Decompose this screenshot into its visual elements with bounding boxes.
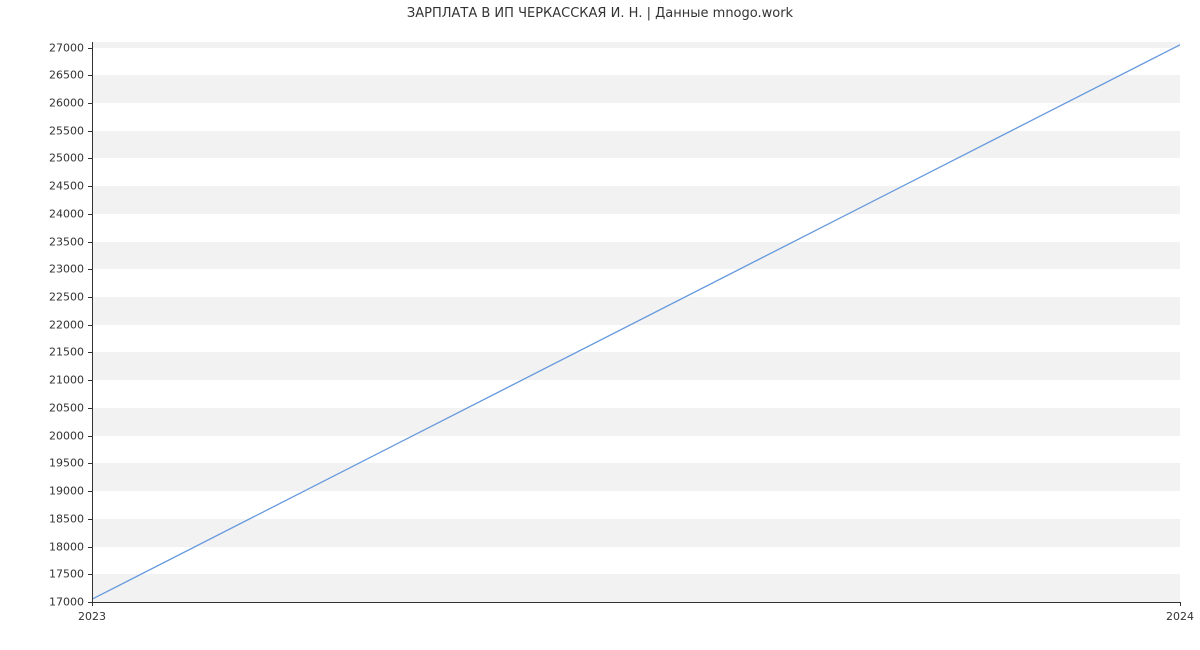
y-tick-mark	[88, 519, 92, 520]
y-tick-mark	[88, 436, 92, 437]
y-tick-mark	[88, 491, 92, 492]
x-tick-mark	[92, 602, 93, 606]
y-tick-label: 19500	[8, 457, 84, 470]
y-tick-label: 23500	[8, 235, 84, 248]
y-tick-mark	[88, 463, 92, 464]
y-tick-mark	[88, 547, 92, 548]
y-tick-label: 18000	[8, 540, 84, 553]
y-tick-mark	[88, 408, 92, 409]
salary-line-chart: ЗАРПЛАТА В ИП ЧЕРКАССКАЯ И. Н. | Данные …	[0, 0, 1200, 650]
y-tick-mark	[88, 186, 92, 187]
y-tick-mark	[88, 269, 92, 270]
chart-title: ЗАРПЛАТА В ИП ЧЕРКАССКАЯ И. Н. | Данные …	[0, 6, 1200, 21]
y-tick-mark	[88, 242, 92, 243]
y-tick-label: 17500	[8, 568, 84, 581]
x-axis-line	[92, 602, 1180, 603]
y-tick-mark	[88, 380, 92, 381]
y-tick-label: 20000	[8, 429, 84, 442]
y-tick-mark	[88, 131, 92, 132]
series-salary	[92, 45, 1180, 599]
y-tick-label: 24500	[8, 180, 84, 193]
y-tick-label: 26500	[8, 69, 84, 82]
y-tick-label: 20500	[8, 401, 84, 414]
y-tick-label: 26000	[8, 96, 84, 109]
y-tick-label: 27000	[8, 41, 84, 54]
y-tick-label: 18500	[8, 512, 84, 525]
y-tick-mark	[88, 297, 92, 298]
y-tick-mark	[88, 48, 92, 49]
plot-area	[92, 42, 1180, 602]
y-tick-label: 21500	[8, 346, 84, 359]
y-tick-mark	[88, 158, 92, 159]
x-tick-mark	[1180, 602, 1181, 606]
y-tick-label: 19000	[8, 485, 84, 498]
x-tick-label: 2023	[78, 610, 106, 623]
x-tick-label: 2024	[1166, 610, 1194, 623]
y-tick-label: 22500	[8, 291, 84, 304]
y-tick-mark	[88, 325, 92, 326]
y-tick-mark	[88, 103, 92, 104]
y-tick-mark	[88, 214, 92, 215]
y-tick-label: 23000	[8, 263, 84, 276]
y-tick-label: 17000	[8, 596, 84, 609]
y-tick-label: 22000	[8, 318, 84, 331]
y-tick-label: 24000	[8, 207, 84, 220]
y-tick-label: 25500	[8, 124, 84, 137]
y-tick-label: 25000	[8, 152, 84, 165]
y-tick-mark	[88, 352, 92, 353]
y-tick-mark	[88, 75, 92, 76]
series-layer	[92, 42, 1180, 602]
y-tick-label: 21000	[8, 374, 84, 387]
y-tick-mark	[88, 574, 92, 575]
y-axis-line	[92, 42, 93, 602]
